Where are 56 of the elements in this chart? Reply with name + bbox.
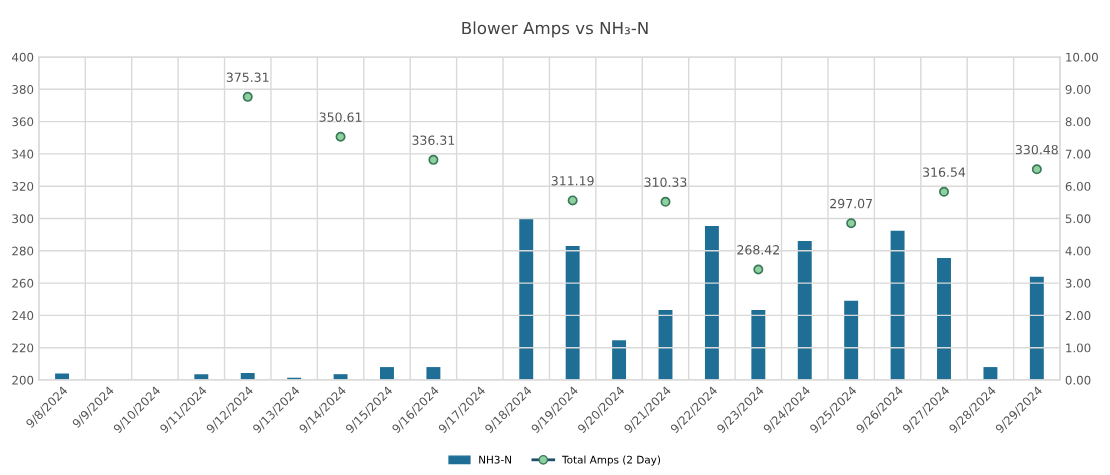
bar [380, 367, 394, 380]
bar [890, 230, 905, 380]
y2-tick-label: 2.00 [1065, 311, 1091, 321]
point [846, 218, 857, 229]
bar [704, 225, 719, 380]
point [1031, 164, 1042, 175]
y-tick-label: 340 [12, 149, 34, 159]
data-label: 297.07 [830, 198, 872, 209]
point [335, 131, 346, 142]
bar [612, 340, 627, 380]
legend-label: Total Amps (2 Day) [562, 455, 661, 466]
y-tick-label: 360 [12, 117, 34, 127]
y-tick-label: 300 [12, 214, 34, 224]
point [660, 196, 671, 207]
point [753, 264, 764, 275]
bar [844, 300, 859, 380]
chart-title: Blower Amps vs NH₃-N [462, 21, 648, 38]
point [567, 195, 578, 206]
bar [565, 245, 580, 380]
y2-tick-label: 1.00 [1066, 343, 1091, 353]
y-tick-label: 260 [12, 278, 34, 288]
bar [797, 241, 812, 380]
y2-tick-label: 5.00 [1065, 214, 1091, 224]
bar [983, 367, 998, 380]
y2-tick-label: 9.00 [1065, 85, 1091, 94]
y2-tick-label: 8.00 [1065, 117, 1091, 127]
data-label: 316.54 [923, 167, 966, 177]
bar [937, 257, 951, 380]
y2-tick-label: 7.00 [1065, 149, 1091, 159]
data-label: 375.31 [226, 72, 269, 82]
y-tick-label: 280 [12, 246, 34, 256]
y2-tick-label: 3.00 [1065, 278, 1091, 288]
y-tick-label: 380 [12, 85, 34, 94]
point [939, 186, 950, 197]
bar [426, 367, 441, 380]
data-label: 350.61 [319, 112, 362, 122]
bar [519, 218, 534, 380]
data-label: 336.31 [412, 135, 455, 145]
y-tick-label: 200 [12, 375, 34, 385]
data-label: 310.33 [644, 177, 687, 187]
point [242, 91, 253, 102]
y2-tick-label: 6.00 [1065, 181, 1091, 191]
data-label: 268.42 [737, 245, 779, 255]
data-label: 330.48 [1015, 144, 1058, 155]
y-tick-label: 240 [12, 311, 34, 321]
legend-label: NH3-N [479, 455, 512, 464]
y-tick-label: 220 [12, 343, 34, 353]
bar [751, 309, 766, 380]
data-label: 311.19 [551, 176, 594, 186]
y-tick-label: 400 [12, 52, 34, 62]
point [428, 154, 439, 165]
y2-tick-label: 0.00 [1065, 375, 1091, 385]
y2-tick-label: 10.00 [1066, 52, 1098, 62]
y-tick-label: 320 [12, 181, 34, 191]
y2-tick-label: 4.00 [1065, 246, 1091, 256]
bar [1029, 276, 1044, 380]
